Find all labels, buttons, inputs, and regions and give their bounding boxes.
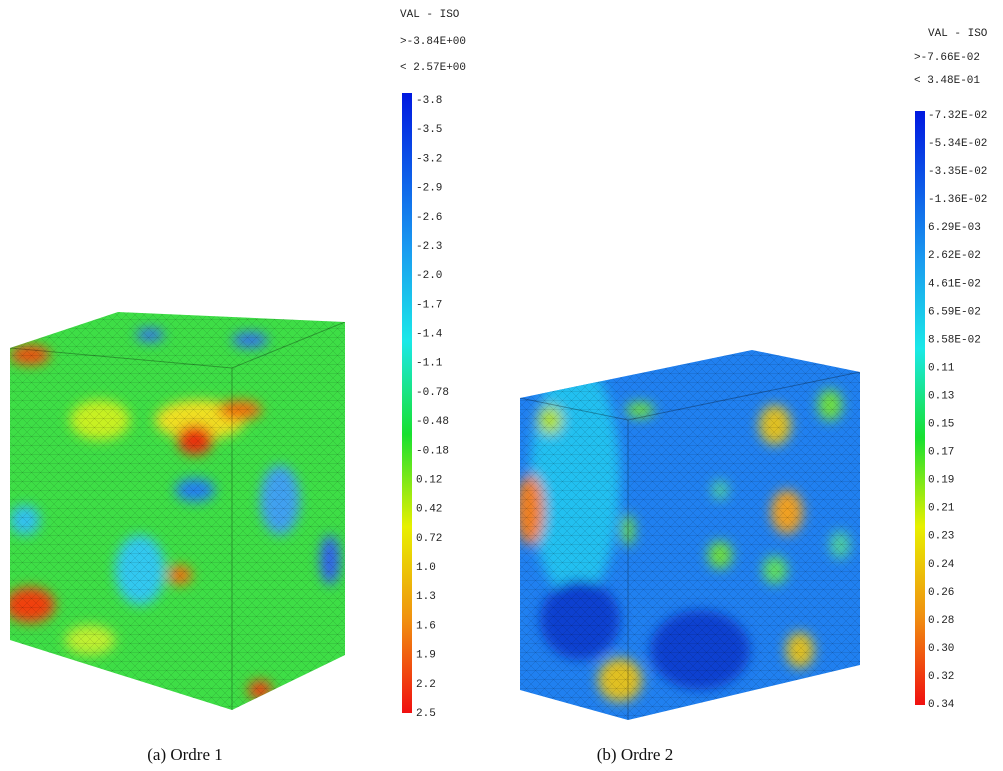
colorbar-label: 0.15 — [928, 419, 954, 431]
colorbar-label: -2.0 — [416, 270, 442, 282]
mesh-render-b — [520, 350, 860, 720]
colorbar-label: -3.5 — [416, 124, 442, 136]
colorbar-label: -1.7 — [416, 299, 442, 311]
colorbar-label: -1.1 — [416, 358, 443, 370]
colorbar-label: 1.3 — [416, 591, 436, 603]
legend-max: >-3.84E+00 — [400, 36, 466, 48]
legend-title: VAL - ISO — [928, 28, 988, 40]
colorbar-label: 0.72 — [416, 533, 442, 545]
legend-title: VAL - ISO — [400, 9, 460, 21]
colorbar-label: 1.9 — [416, 650, 436, 662]
caption: (b) Ordre 2 — [597, 745, 673, 764]
colorbar-label: 1.0 — [416, 562, 436, 574]
colorbar-label: 2.62E-02 — [928, 250, 981, 262]
colorbar-label: -1.36E-02 — [928, 194, 987, 206]
colorbar-label: -0.18 — [416, 445, 449, 457]
colorbar-label: 0.21 — [928, 503, 955, 515]
colorbar-label: -5.34E-02 — [928, 138, 987, 150]
colorbar-label: -2.6 — [416, 212, 442, 224]
colorbar-label: 0.17 — [928, 447, 954, 459]
colorbar-label: -0.78 — [416, 387, 449, 399]
colorbar-label: 1.6 — [416, 620, 436, 632]
colorbar-a — [402, 93, 412, 713]
colorbar-label: -0.48 — [416, 416, 449, 428]
colorbar-label: -1.4 — [416, 329, 443, 341]
legend-min: < 3.48E-01 — [914, 75, 980, 87]
colorbar-label: -2.3 — [416, 241, 442, 253]
colorbar-label: 2.5 — [416, 708, 436, 720]
colorbar-label: -2.9 — [416, 183, 442, 195]
colorbar-label: 2.2 — [416, 679, 436, 691]
colorbar-label: 0.34 — [928, 699, 955, 711]
mesh-render-a — [10, 312, 345, 710]
colorbar-label: 6.59E-02 — [928, 306, 981, 318]
colorbar-label: 4.61E-02 — [928, 278, 981, 290]
colorbar-label: 0.19 — [928, 475, 954, 487]
colorbar-label: 6.29E-03 — [928, 222, 981, 234]
colorbar-label: -3.8 — [416, 95, 442, 107]
colorbar-b — [915, 111, 925, 705]
legend-max: >-7.66E-02 — [914, 52, 980, 64]
colorbar-label: 0.28 — [928, 615, 954, 627]
colorbar-label: -3.35E-02 — [928, 166, 987, 178]
colorbar-label: 0.32 — [928, 671, 954, 683]
colorbar-label: 0.12 — [416, 474, 442, 486]
colorbar-label: 0.26 — [928, 587, 954, 599]
legend-min: < 2.57E+00 — [400, 62, 466, 74]
caption: (a) Ordre 1 — [147, 745, 223, 764]
colorbar-label: 0.23 — [928, 531, 954, 543]
colorbar-label: -3.2 — [416, 153, 442, 165]
colorbar-label: 0.24 — [928, 559, 955, 571]
colorbar-label: 0.11 — [928, 362, 955, 374]
colorbar-label: -7.32E-02 — [928, 110, 987, 122]
colorbar-label: 0.13 — [928, 390, 954, 402]
colorbar-label: 8.58E-02 — [928, 334, 981, 346]
colorbar-label: 0.42 — [416, 504, 442, 516]
colorbar-label: 0.30 — [928, 643, 954, 655]
